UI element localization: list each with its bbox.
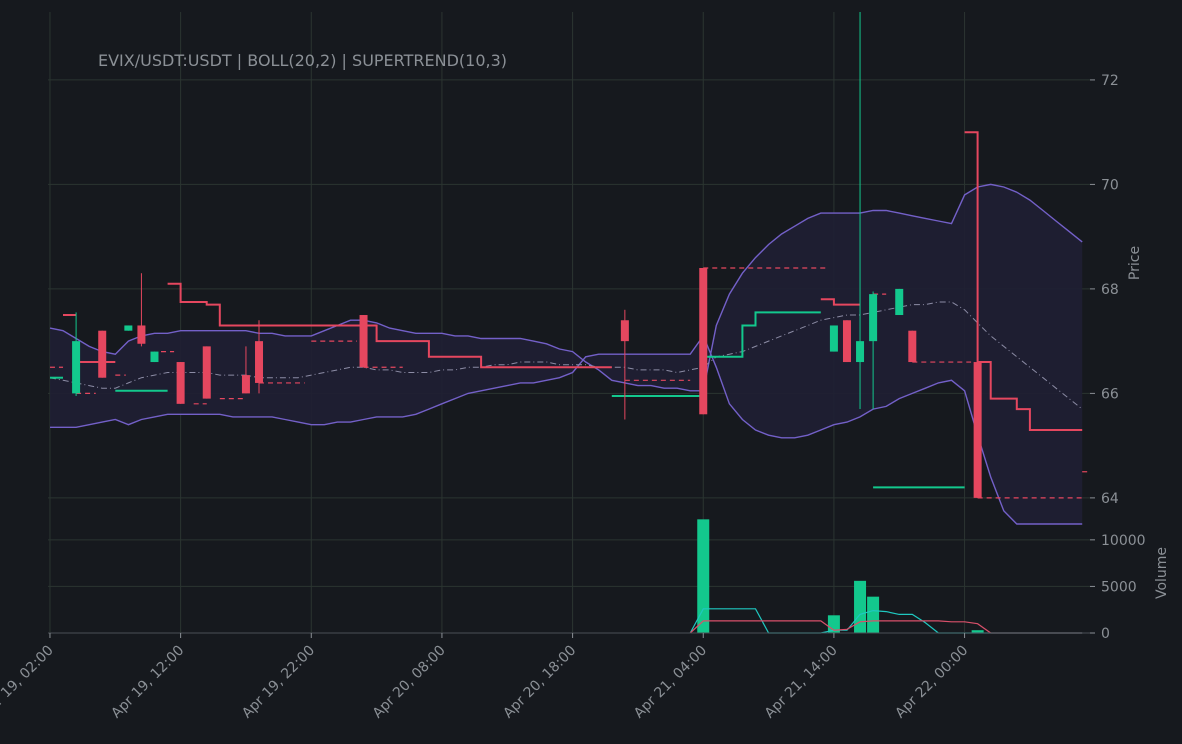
volume-tick-label: 5000 — [1101, 579, 1137, 595]
candle-body — [72, 341, 81, 394]
time-tick-label: Apr 21, 04:00 — [631, 643, 710, 722]
supertrend-down-line — [820, 298, 860, 306]
price-axis-label: Price — [1127, 246, 1143, 280]
bollinger-lower-line — [50, 334, 1083, 525]
volume-bar — [697, 519, 710, 633]
candle-body — [895, 288, 904, 316]
price-tick-label: 64 — [1101, 491, 1119, 507]
time-tick-label: Apr 20, 08:00 — [370, 643, 449, 722]
candle-body — [856, 341, 865, 363]
chart-title: EVIX/USDT:USDT | BOLL(20,2) | SUPERTREND… — [98, 51, 507, 70]
candle-body — [359, 315, 368, 368]
price-tick-label: 72 — [1101, 73, 1119, 89]
time-tick-label: Apr 21, 14:00 — [762, 643, 841, 722]
candle-body — [699, 268, 708, 415]
time-tick-label: Apr 22, 00:00 — [892, 643, 971, 722]
volume-tick-label: 10000 — [1101, 533, 1146, 549]
candle-body — [124, 325, 133, 331]
candle-body — [869, 294, 878, 342]
candle-body — [176, 362, 185, 404]
volume-bar — [867, 596, 880, 633]
candle-body — [150, 351, 159, 363]
candle-body — [98, 330, 107, 378]
price-tick-label: 66 — [1101, 386, 1119, 402]
time-tick-label: Apr 19, 22:00 — [239, 643, 318, 722]
volume-tick-label: 0 — [1101, 626, 1110, 642]
candle-body — [842, 320, 851, 363]
volume-ma-slow-line — [689, 620, 1083, 634]
candle-body — [137, 325, 146, 344]
time-tick-label: Apr 19, 12:00 — [108, 643, 187, 722]
volume-axis-label: Volume — [1154, 547, 1170, 599]
candle-body — [255, 341, 264, 383]
bollinger-upper-line — [49, 183, 1083, 392]
time-tick-label: Apr 20, 18:00 — [500, 643, 579, 722]
candle-body — [202, 346, 211, 399]
supertrend-down-line — [964, 131, 1083, 431]
time-tick-label: Apr 19, 02:00 — [0, 643, 57, 722]
volume-bar — [854, 580, 867, 633]
candle-body — [620, 320, 629, 342]
candle-body — [241, 375, 250, 394]
volume-bar — [971, 630, 984, 633]
candle-body — [829, 325, 838, 352]
supertrend-up-line — [703, 311, 821, 358]
price-tick-label: 70 — [1101, 177, 1119, 193]
price-tick-label: 68 — [1101, 282, 1119, 298]
candle-body — [973, 362, 982, 498]
bollinger-band-fill — [50, 184, 1083, 524]
bollinger-middle-line — [49, 301, 1083, 410]
supertrend-down-line — [167, 282, 612, 369]
candle-body — [908, 330, 917, 363]
